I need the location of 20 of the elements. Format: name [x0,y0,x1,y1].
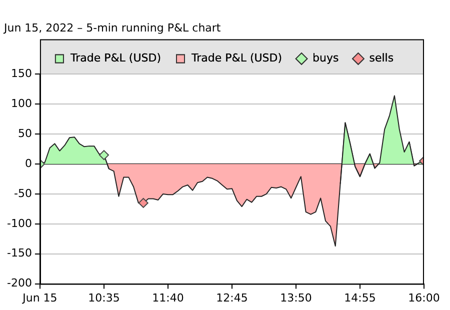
legend-label: sells [369,52,394,65]
y-tick-label: -200 [6,276,32,290]
x-tick-label: 10:35 [88,291,120,304]
y-tick-label: 0 [24,156,32,170]
y-tick-label: 150 [10,67,32,80]
x-tick-label: Jun 15 [22,291,58,304]
legend-label: buys [312,52,339,65]
legend-label: Trade P&L (USD) [69,52,162,65]
x-tick-label: 13:50 [280,291,312,304]
x-tick-label: 16:00 [408,291,440,304]
y-tick-label: 100 [10,97,32,110]
x-tick-label: 14:55 [344,291,376,304]
y-tick-label: -100 [6,216,32,230]
y-tick-label: -50 [14,186,32,200]
chart-subtitle: Jun 15, 2022 – 5-min running P&L chart [3,21,222,34]
legend-label: Trade P&L (USD) [190,52,282,65]
x-tick-label: 12:45 [216,291,248,304]
y-tick-label: -150 [6,246,32,260]
y-tick-label: 50 [18,126,32,140]
x-tick-label: 11:40 [152,291,184,304]
